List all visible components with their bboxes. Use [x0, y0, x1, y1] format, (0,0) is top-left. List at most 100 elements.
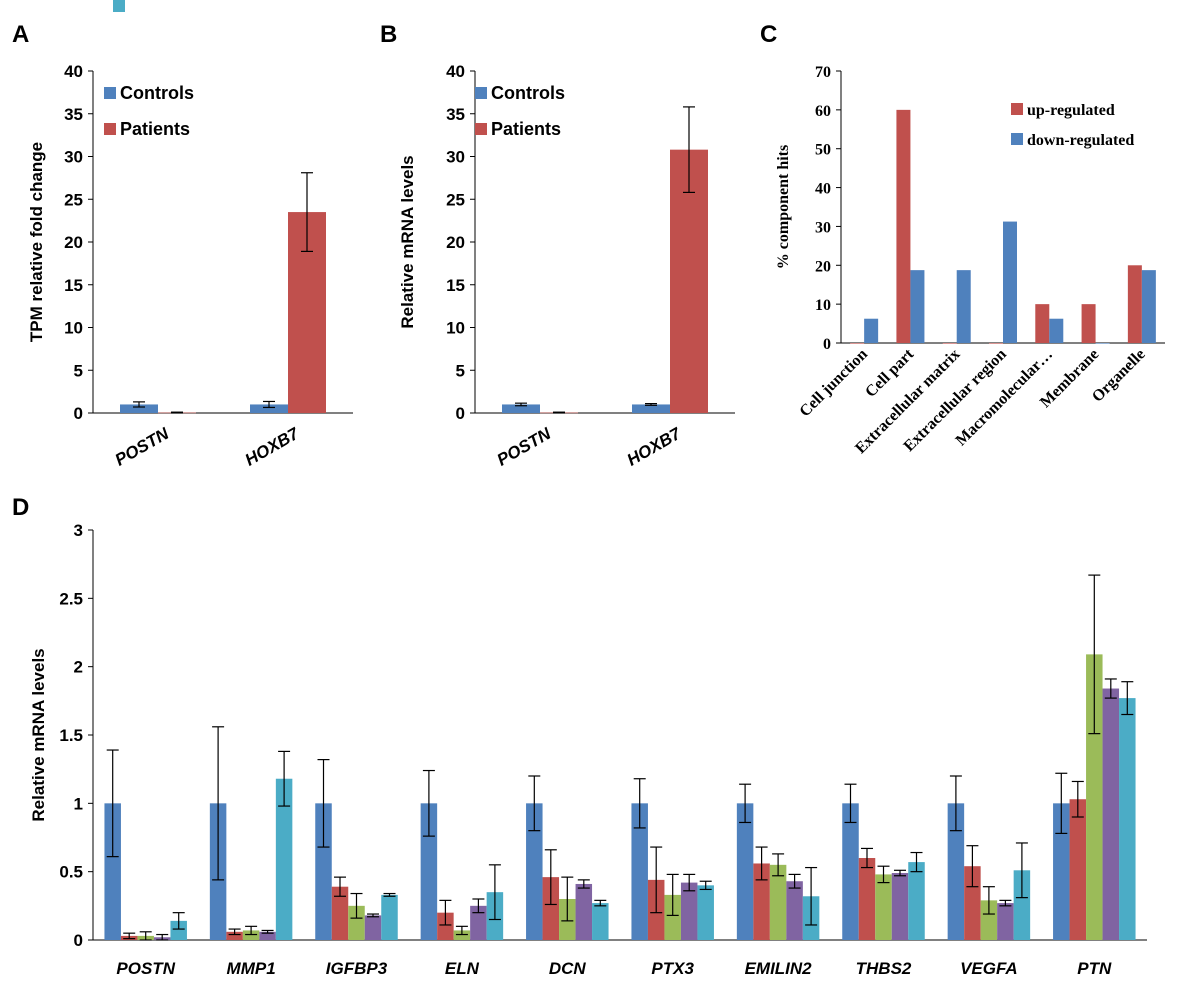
bar-c-ptn	[1053, 803, 1070, 940]
legend-label-p2: P2	[129, 0, 150, 4]
bar-p4-postn	[170, 920, 187, 940]
bar-p2-emilin2	[769, 864, 787, 940]
bar-c-vegfa	[947, 803, 965, 940]
y-tick-label: 35	[64, 105, 83, 124]
bar-p3-dcn	[575, 883, 593, 940]
bar-p4-mmp1	[275, 778, 293, 940]
category-label-postn: POSTN	[112, 424, 173, 470]
bar-p4-ptn	[1119, 698, 1136, 940]
panel-label-d: D	[12, 494, 29, 521]
y-tick-label: 15	[446, 276, 465, 295]
bar-p2-thbs2	[875, 874, 892, 940]
y-tick-label: 20	[815, 258, 831, 275]
category-label-emilin2: EMILIN2	[745, 959, 813, 978]
legend-label-patients: Patients	[120, 119, 190, 139]
category-label-mmp1: MMP1	[227, 959, 276, 978]
bar-p1-vegfa	[964, 866, 981, 940]
bar-controls-hoxb7	[250, 404, 288, 413]
bar-down-regulated-cell-part	[910, 270, 925, 343]
bar-up-regulated-extracellular-matrix	[942, 343, 957, 344]
bar-p3-mmp1	[259, 931, 276, 940]
legend-swatch-p4	[113, 0, 125, 12]
y-tick-label: 5	[74, 361, 83, 380]
bar-p1-igfbp3	[331, 886, 349, 940]
bar-p2-vegfa	[980, 900, 998, 940]
legend-label-controls: Controls	[120, 83, 194, 103]
bar-c-thbs2	[842, 803, 859, 940]
y-axis-label: Relative mRNA levels	[398, 155, 417, 328]
bar-p1-ptn	[1069, 799, 1087, 940]
y-tick-label: 1	[74, 794, 83, 813]
legend-label-p1: P1	[129, 0, 150, 4]
category-label-ptn: PTN	[1077, 959, 1112, 978]
chart-a: 0 5 10 15 20 25 30 35 40 TPM relative fold change…	[27, 62, 353, 470]
bar-p2-ptx3	[664, 894, 681, 940]
y-tick-label: 1.5	[59, 726, 83, 745]
category-label-postn: POSTN	[116, 959, 175, 978]
bar-up-regulated-membrane	[1081, 304, 1096, 343]
panel-label-b: B	[380, 21, 397, 48]
bar-c-postn	[104, 803, 121, 940]
y-tick-label: 0	[74, 931, 83, 950]
bar-c-eln	[420, 803, 438, 940]
category-label-thbs2: THBS2	[856, 959, 912, 978]
legend-label-p4: P4	[129, 0, 150, 4]
bar-p3-ptx3	[680, 882, 698, 940]
y-tick-label: 10	[64, 319, 83, 338]
y-tick-label: 40	[815, 181, 831, 198]
y-tick-label: 0	[823, 336, 831, 353]
bar-p1-mmp1	[226, 931, 243, 940]
bar-down-regulated-extracellular-matrix	[956, 270, 971, 343]
legend-label-controls: Controls	[491, 83, 565, 103]
bar-patients-hoxb7	[670, 149, 708, 413]
y-tick-label: 10	[815, 297, 831, 314]
y-tick-label: 25	[64, 190, 83, 209]
bar-up-regulated-organelle	[1127, 265, 1142, 343]
bar-p1-dcn	[542, 877, 560, 940]
y-tick-label: 0.5	[59, 863, 83, 882]
legend-swatch-up-regulated	[1011, 103, 1023, 115]
bar-c-dcn	[526, 803, 543, 940]
bar-p2-mmp1	[242, 930, 260, 940]
y-tick-label: 30	[64, 148, 83, 167]
legend-label-p3: P3	[129, 0, 150, 4]
bar-down-regulated-macromolecular	[1049, 318, 1064, 343]
y-tick-label: 5	[456, 361, 465, 380]
category-label-eln: ELN	[445, 959, 480, 978]
legend-swatch-patients	[475, 123, 487, 135]
y-axis-label: Relative mRNA levels	[29, 648, 48, 821]
bar-p2-igfbp3	[348, 905, 365, 940]
bar-p4-ptx3	[697, 885, 714, 940]
bar-down-regulated-membrane	[1095, 343, 1110, 344]
bar-p1-eln	[437, 912, 454, 940]
bar-p3-emilin2	[786, 881, 803, 940]
y-tick-label: 70	[815, 64, 831, 81]
y-tick-label: 30	[446, 148, 465, 167]
y-axis-label: % component hits	[775, 145, 792, 269]
y-tick-label: 2	[74, 658, 83, 677]
bar-p4-igfbp3	[381, 894, 398, 940]
y-axis-label: TPM relative fold change	[27, 142, 46, 342]
bar-p3-thbs2	[891, 873, 909, 940]
bar-p2-eln	[453, 930, 471, 940]
chart-b: 0 5 10 15 20 25 30 35 40 Relative mRNA levels POST…	[398, 62, 735, 470]
panel-label-c: C	[760, 21, 777, 48]
y-tick-label: 15	[64, 276, 83, 295]
bar-p1-emilin2	[753, 863, 770, 940]
category-label-vegfa: VEGFA	[960, 959, 1018, 978]
category-label-hoxb7: HOXB7	[624, 423, 686, 470]
bar-p3-eln	[470, 905, 487, 940]
y-tick-label: 35	[446, 105, 465, 124]
bar-p4-dcn	[592, 903, 609, 940]
legend-label-up-regulated: up-regulated	[1027, 102, 1115, 119]
y-tick-label: 20	[446, 233, 465, 252]
bar-p3-vegfa	[997, 903, 1014, 940]
legend-swatch-down-regulated	[1011, 133, 1023, 145]
legend-swatch-controls	[104, 87, 116, 99]
y-tick-label: 40	[64, 62, 83, 81]
bar-p2-ptn	[1086, 654, 1103, 940]
panel-label-a: A	[12, 21, 29, 48]
chart-d: 0 0.5 1 1.5 2 2.5 3 Relative mRNA levels POSTN MM…	[29, 0, 1147, 978]
category-label-cell-junction: Cell junction	[796, 346, 871, 421]
